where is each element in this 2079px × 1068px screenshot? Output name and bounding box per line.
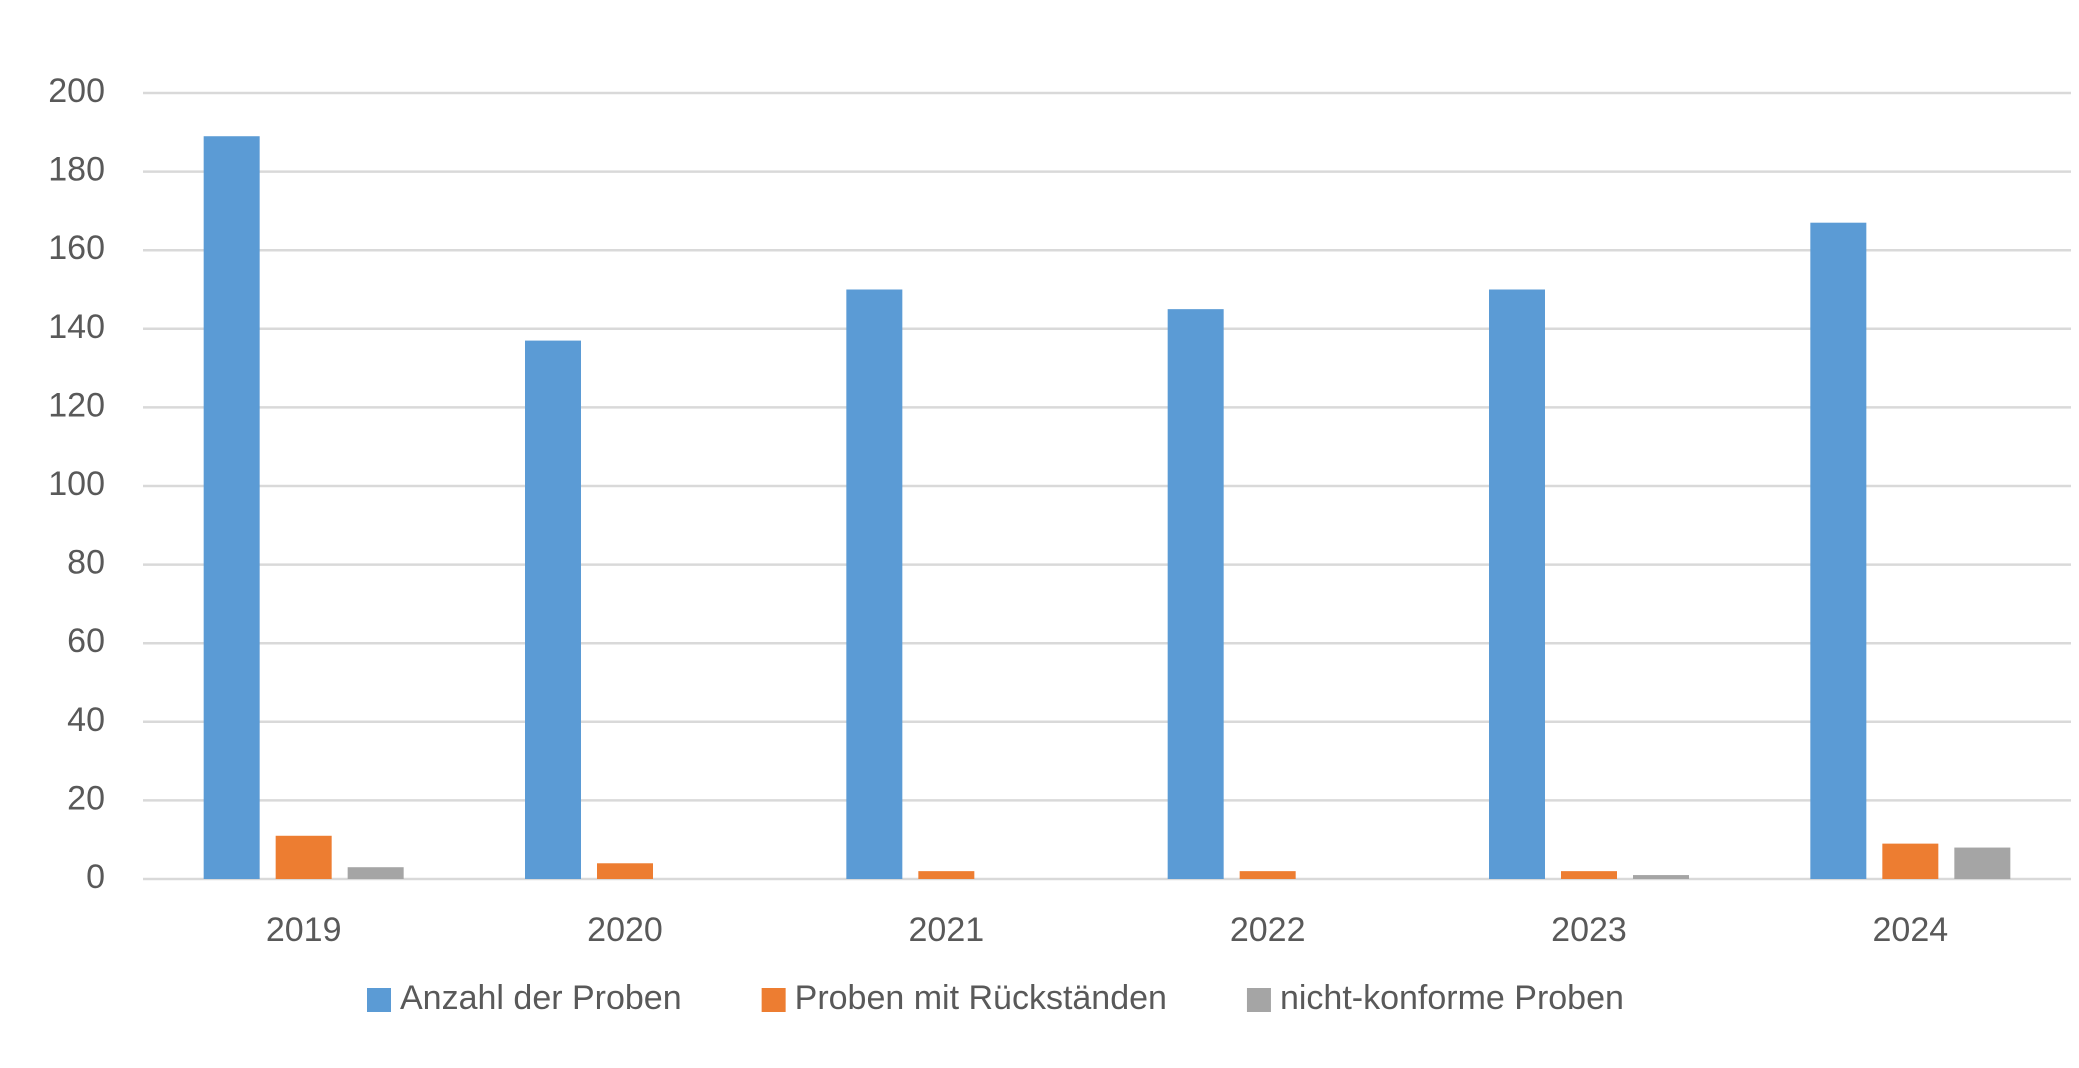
y-tick-label: 20 — [67, 779, 105, 817]
bar — [1954, 847, 2011, 879]
legend-swatch — [367, 988, 391, 1012]
bar — [1489, 289, 1545, 879]
legend-label: Proben mit Rückständen — [795, 979, 1167, 1017]
y-tick-label: 80 — [67, 544, 105, 582]
bar — [1882, 843, 1939, 879]
y-tick-label: 0 — [86, 858, 105, 896]
y-tick-label: 200 — [48, 72, 105, 110]
bar — [203, 136, 260, 880]
bar — [1561, 871, 1617, 879]
y-tick-label: 120 — [48, 386, 105, 424]
bar — [1239, 871, 1296, 879]
y-tick-label: 180 — [48, 151, 105, 189]
y-tick-label: 60 — [67, 622, 105, 660]
bar — [846, 289, 903, 879]
y-tick-label: 40 — [67, 701, 105, 739]
bar — [918, 871, 975, 879]
bar — [347, 867, 404, 879]
legend-swatch — [1246, 988, 1271, 1012]
y-tick-label: 100 — [48, 465, 105, 503]
legend-label: Anzahl der Proben — [400, 979, 682, 1017]
bar — [1810, 222, 1867, 879]
bar — [1167, 309, 1224, 879]
legend-swatch — [761, 988, 786, 1012]
bar — [275, 835, 332, 879]
legend-label: nicht-konforme Proben — [1280, 979, 1624, 1017]
bar — [525, 340, 581, 880]
x-tick-label: 2019 — [266, 911, 342, 949]
bar — [597, 863, 653, 879]
x-tick-label: 2020 — [587, 911, 663, 949]
x-tick-label: 2024 — [1873, 911, 1949, 949]
y-tick-label: 140 — [48, 308, 105, 346]
y-tick-label: 160 — [48, 229, 105, 267]
x-tick-label: 2023 — [1551, 911, 1627, 949]
bar — [1633, 875, 1689, 879]
x-tick-label: 2021 — [909, 911, 985, 949]
x-tick-label: 2022 — [1230, 911, 1306, 949]
